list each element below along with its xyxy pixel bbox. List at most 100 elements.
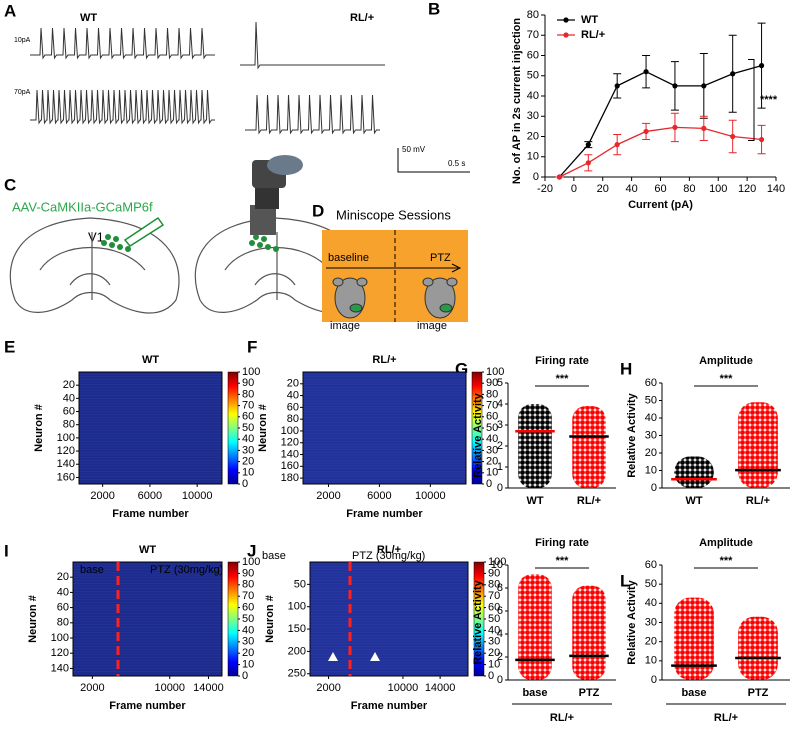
colorbar-tick-label: 20 xyxy=(488,647,500,659)
colorbar-tick-label: 10 xyxy=(486,467,498,479)
colorbar-tick-label: 10 xyxy=(242,659,254,671)
y-tick-label: 40 xyxy=(527,90,539,102)
x-tick-label: 80 xyxy=(683,183,695,195)
y-axis-label: Relative Activity xyxy=(626,579,638,664)
significance-label: *** xyxy=(720,555,734,567)
phase-label: PTZ xyxy=(430,252,451,264)
current-label: 70pA xyxy=(14,89,31,96)
y-tick-label: 60 xyxy=(527,49,539,61)
colorbar-tick-label: 20 xyxy=(486,456,498,468)
y-tick-label: 120 xyxy=(281,437,299,449)
point xyxy=(672,124,678,130)
annotation: PTZ (30mg/kg) xyxy=(352,550,425,562)
colorbar xyxy=(227,371,239,485)
x-tick-label: RL/+ xyxy=(577,495,601,507)
panel-letter: C xyxy=(4,175,16,194)
x-tick-label: 10000 xyxy=(182,490,213,502)
colorbar xyxy=(227,561,239,677)
injection-sites xyxy=(101,234,279,252)
chart-title: WT xyxy=(139,544,156,556)
trace xyxy=(30,89,215,125)
legend-label: RL/+ xyxy=(581,29,605,41)
x-tick-label: 2000 xyxy=(80,682,104,694)
y-tick-label: 50 xyxy=(645,394,657,406)
chart-title: RL/+ xyxy=(372,354,396,366)
y-tick-label: 20 xyxy=(645,447,657,459)
y-tick-label: 8 xyxy=(497,582,503,594)
miniscope xyxy=(250,155,303,235)
colorbar-tick-label: 100 xyxy=(488,556,506,568)
y-tick-label: 80 xyxy=(287,413,299,425)
panel-letter: D xyxy=(312,201,324,220)
colorbar-tick-label: 90 xyxy=(242,377,254,389)
y-tick-label: 30 xyxy=(645,429,657,441)
chart-title: Amplitude xyxy=(699,355,753,367)
series-line xyxy=(559,126,762,178)
colorbar-tick-label: 50 xyxy=(242,613,254,625)
colorbar-tick-label: 90 xyxy=(488,567,500,579)
y-tick-label: 0 xyxy=(651,482,657,494)
colorbar-tick-label: 0 xyxy=(242,478,248,490)
y-axis-label: Relative Activity xyxy=(472,579,484,664)
y-tick-label: 10 xyxy=(491,559,503,571)
y-axis-label: Relative Activity xyxy=(626,392,638,477)
x-tick-label: 2000 xyxy=(316,490,340,502)
group-label: WT xyxy=(80,12,97,24)
x-tick-label: PTZ xyxy=(579,687,600,699)
y-tick-label: 40 xyxy=(645,412,657,424)
colorbar-tick-label: 100 xyxy=(242,556,260,568)
point xyxy=(672,83,678,89)
brain-slices xyxy=(9,217,365,314)
point xyxy=(585,160,591,166)
y-tick-label: 40 xyxy=(57,586,69,598)
trace xyxy=(240,21,385,70)
y-tick-label: 2 xyxy=(497,440,503,452)
y-tick-label: 60 xyxy=(287,401,299,413)
colorbar-tick-label: 60 xyxy=(486,411,498,423)
x-tick-label: 100 xyxy=(709,183,727,195)
point xyxy=(701,83,707,89)
y-tick-label: 10 xyxy=(645,464,657,476)
colorbar-tick-label: 60 xyxy=(488,602,500,614)
colorbar-tick-label: 30 xyxy=(242,444,254,456)
point xyxy=(614,83,620,89)
trace xyxy=(30,27,215,60)
y-tick-label: 60 xyxy=(645,559,657,571)
colorbar-tick-label: 80 xyxy=(486,388,498,400)
syringe xyxy=(123,216,165,247)
legend-marker xyxy=(563,32,569,38)
y-tick-label: 5 xyxy=(497,377,503,389)
significance-label: *** xyxy=(556,373,570,385)
data-points xyxy=(518,574,552,680)
colorbar-tick-label: 70 xyxy=(242,400,254,412)
colorbar-tick-label: 80 xyxy=(488,579,500,591)
virus-label: AAV-CaMKIIa-GCaMP6f xyxy=(12,199,153,214)
x-tick-label: 140 xyxy=(767,183,785,195)
data-points xyxy=(518,404,552,488)
data-points xyxy=(738,402,778,488)
series-line xyxy=(558,64,762,178)
y-tick-label: 80 xyxy=(57,617,69,629)
colorbar-tick-label: 10 xyxy=(242,467,254,479)
colorbar-tick-label: 70 xyxy=(488,590,500,602)
chart-title: WT xyxy=(142,354,159,366)
y-tick-label: 20 xyxy=(63,379,75,391)
y-tick-label: 4 xyxy=(497,398,503,410)
y-tick-label: 2 xyxy=(497,651,503,663)
colorbar-tick-label: 80 xyxy=(242,579,254,591)
y-tick-label: 20 xyxy=(57,571,69,583)
y-tick-label: 0 xyxy=(533,171,539,183)
legend-marker xyxy=(563,17,569,23)
time-arrow xyxy=(326,263,462,273)
x-tick-label: WT xyxy=(526,495,543,507)
y-tick-label: 4 xyxy=(497,628,503,640)
significance-label: *** xyxy=(720,373,734,385)
point xyxy=(556,174,563,180)
mice xyxy=(332,277,458,319)
y-tick-label: 120 xyxy=(57,445,75,457)
x-tick-label: 6000 xyxy=(367,490,391,502)
y-tick-label: 160 xyxy=(281,460,299,472)
colorbar-tick-label: 90 xyxy=(486,377,498,389)
significance-label: *** xyxy=(556,555,570,567)
x-tick-label: base xyxy=(681,687,706,699)
